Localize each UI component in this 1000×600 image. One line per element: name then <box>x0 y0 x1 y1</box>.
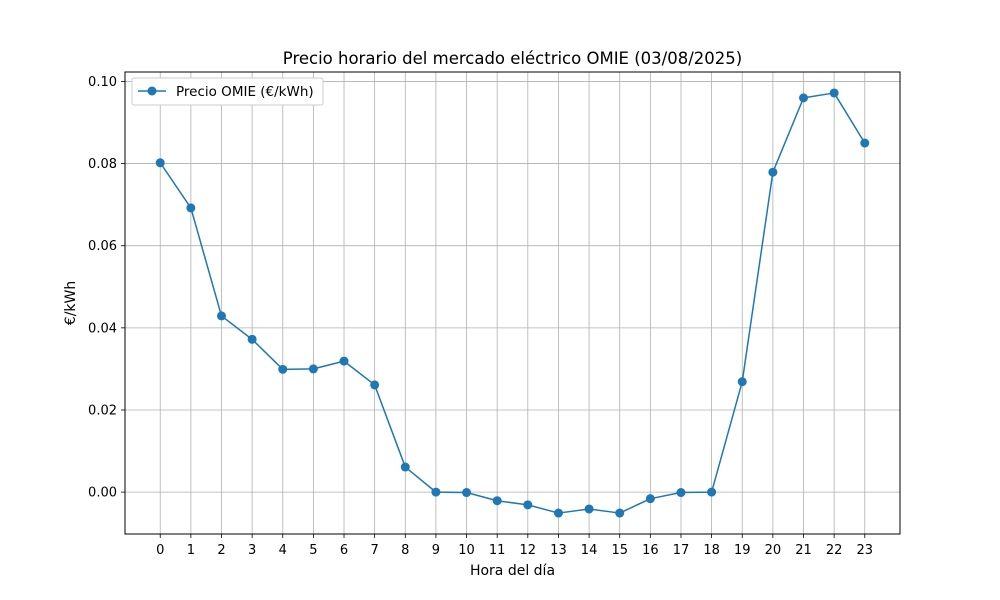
data-point <box>860 138 870 148</box>
series-line <box>159 92 866 514</box>
x-tick-label: 18 <box>703 543 720 558</box>
x-tick-label: 3 <box>248 543 256 558</box>
x-tick-label: 17 <box>673 543 690 558</box>
y-tick-label: 0.02 <box>88 403 117 418</box>
data-point <box>247 334 257 344</box>
plot-frame <box>124 71 901 535</box>
data-point <box>737 377 747 387</box>
y-tick-label: 0.06 <box>88 239 117 254</box>
series-layer <box>155 88 870 518</box>
chart-title: Precio horario del mercado eléctrico OMI… <box>283 49 742 68</box>
x-tick-label: 6 <box>340 543 348 558</box>
legend: Precio OMIE (€/kWh) <box>131 77 324 106</box>
data-point <box>186 203 196 213</box>
legend-entry-label: Precio OMIE (€/kWh) <box>176 84 314 100</box>
x-tick-label: 0 <box>156 543 164 558</box>
x-tick-label: 9 <box>432 543 440 558</box>
data-point <box>400 462 410 472</box>
x-tick-label: 8 <box>401 543 409 558</box>
data-point <box>707 487 717 497</box>
data-point <box>645 494 655 504</box>
y-tick-label: 0.00 <box>88 486 117 501</box>
y-tick-label: 0.08 <box>88 157 117 172</box>
x-tick-label: 5 <box>309 543 317 558</box>
legend-marker-swatch <box>147 86 157 96</box>
x-tick-label: 10 <box>458 543 475 558</box>
x-axis-label: Hora del día <box>470 563 555 579</box>
data-point <box>155 158 165 168</box>
data-point <box>768 167 778 177</box>
x-tick-label: 7 <box>371 543 379 558</box>
x-tick-label: 20 <box>765 543 782 558</box>
x-tick-label: 12 <box>520 543 537 558</box>
data-point <box>370 380 380 390</box>
data-point <box>462 488 472 498</box>
data-point <box>799 93 809 103</box>
x-tick-label: 22 <box>826 543 843 558</box>
y-axis-label: €/kWh <box>63 281 79 325</box>
data-point <box>584 504 594 514</box>
data-point <box>553 508 563 518</box>
x-tick-label: 19 <box>734 543 751 558</box>
data-point <box>829 88 839 98</box>
y-tick-label: 0.10 <box>88 75 117 90</box>
x-tick-label: 11 <box>489 543 506 558</box>
x-tick-label: 14 <box>581 543 598 558</box>
grid-lines <box>125 72 900 534</box>
legend-box <box>131 77 324 106</box>
data-point <box>339 356 349 366</box>
x-tick-label: 4 <box>279 543 287 558</box>
data-point <box>523 500 533 510</box>
y-tick-label: 0.04 <box>88 321 117 336</box>
x-tick-label: 2 <box>217 543 225 558</box>
data-point <box>615 508 625 518</box>
x-tick-label: 1 <box>187 543 195 558</box>
x-tick-label: 16 <box>642 543 659 558</box>
x-tick-label: 13 <box>550 543 567 558</box>
axis-ticks: 0 1 2 3 4 5 6 7 8 9 10 11 12 13 14 15 16 17 18 19 20 21 22 230.… <box>88 75 873 558</box>
data-point <box>676 488 686 498</box>
x-tick-label: 23 <box>856 543 873 558</box>
x-tick-label: 15 <box>611 543 628 558</box>
data-point <box>278 364 288 374</box>
data-point <box>216 311 226 321</box>
data-point <box>431 487 441 497</box>
data-point <box>308 364 318 374</box>
data-point <box>492 496 502 506</box>
x-tick-label: 21 <box>795 543 812 558</box>
